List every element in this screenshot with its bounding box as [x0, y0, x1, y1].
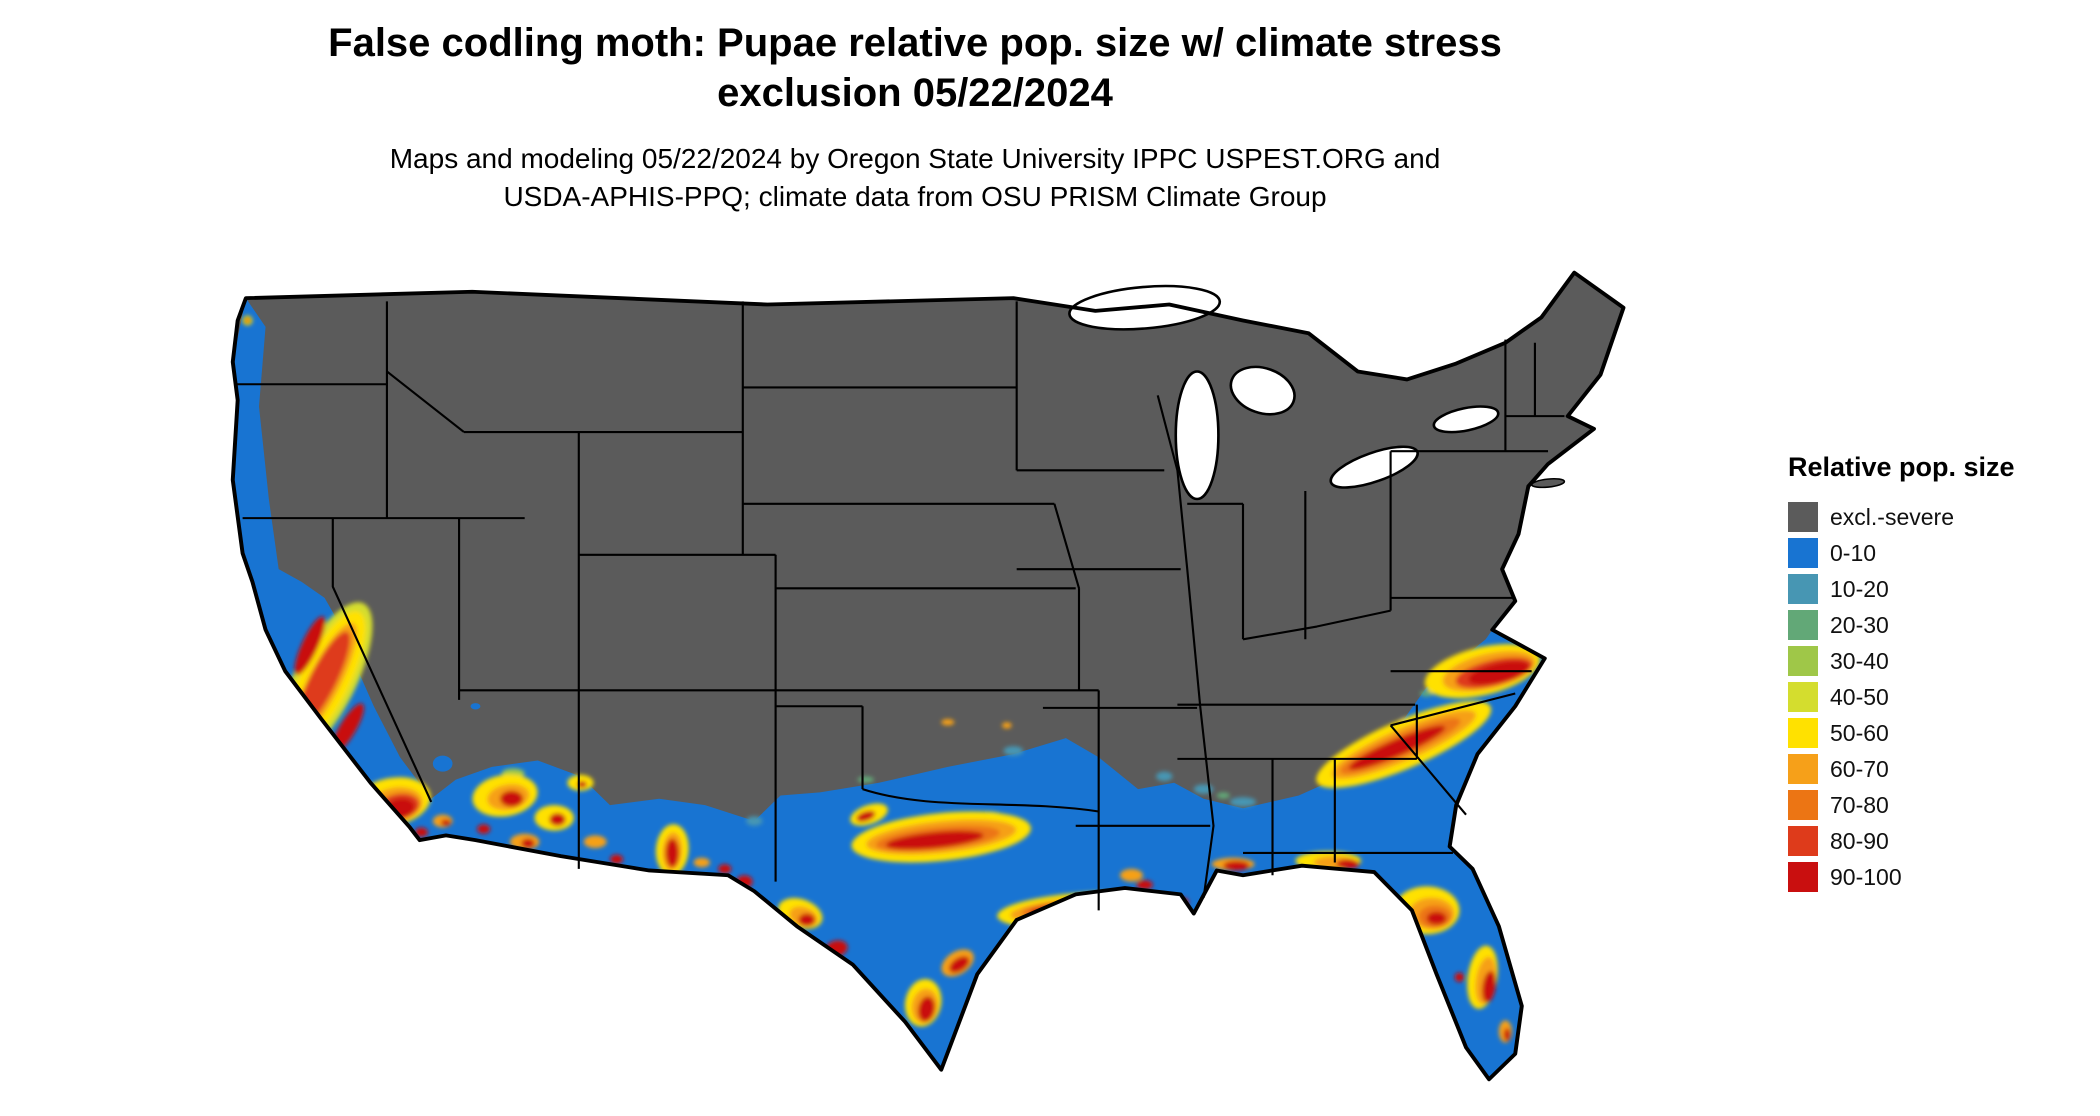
- legend-item: 30-40: [1788, 643, 2088, 679]
- legend-label: 30-40: [1830, 647, 1889, 674]
- legend-label: 40-50: [1830, 683, 1889, 710]
- legend-swatch: [1788, 610, 1818, 640]
- legend-swatch: [1788, 574, 1818, 604]
- legend-label: 60-70: [1830, 755, 1889, 782]
- legend-label: 80-90: [1830, 827, 1889, 854]
- lake-huron: [1229, 365, 1296, 416]
- state-borders: [236, 301, 1565, 911]
- legend: Relative pop. size excl.-severe 0-10 10-…: [1788, 452, 2088, 895]
- legend-swatch: [1788, 862, 1818, 892]
- us-outline: [230, 270, 1626, 1082]
- legend-item: 80-90: [1788, 823, 2088, 859]
- legend-swatch: [1788, 790, 1818, 820]
- legend-item: 0-10: [1788, 535, 2088, 571]
- legend-item: 20-30: [1788, 607, 2088, 643]
- legend-label: 0-10: [1830, 539, 1877, 566]
- page-title-line1: False codling moth: Pupae relative pop. …: [328, 21, 1502, 65]
- legend-label: 50-60: [1830, 719, 1889, 746]
- legend-swatch: [1788, 538, 1818, 568]
- legend-label: 20-30: [1830, 611, 1889, 638]
- map-header: False codling moth: Pupae relative pop. …: [95, 18, 1735, 216]
- legend-swatch: [1788, 682, 1818, 712]
- legend-swatch: [1788, 826, 1818, 856]
- us-map-svg: [230, 270, 1626, 1082]
- legend-swatch: [1788, 502, 1818, 532]
- legend-swatch: [1788, 718, 1818, 748]
- legend-label: excl.-severe: [1830, 503, 1954, 530]
- legend-title: Relative pop. size: [1788, 452, 2015, 482]
- legend-item: 50-60: [1788, 715, 2088, 751]
- legend-item: excl.-severe: [1788, 499, 2088, 535]
- legend-item: 40-50: [1788, 679, 2088, 715]
- legend-label: 90-100: [1830, 863, 1902, 890]
- legend-swatch: [1788, 646, 1818, 676]
- us-landmass: [232, 272, 1624, 1080]
- page-title-line2: exclusion 05/22/2024: [717, 71, 1113, 115]
- legend-item: 70-80: [1788, 787, 2088, 823]
- legend-item: 10-20: [1788, 571, 2088, 607]
- lake-ontario: [1432, 405, 1500, 434]
- legend-label: 70-80: [1830, 791, 1889, 818]
- lake-michigan: [1174, 370, 1220, 501]
- legend-swatch: [1788, 754, 1818, 784]
- page-subtitle-line1: Maps and modeling 05/22/2024 by Oregon S…: [389, 143, 1441, 174]
- legend-item: 60-70: [1788, 751, 2088, 787]
- legend-item: 90-100: [1788, 859, 2088, 895]
- page-subtitle-line2: USDA-APHIS-PPQ; climate data from OSU PR…: [503, 180, 1327, 212]
- map-canvas: [95, 228, 1735, 1108]
- legend-label: 10-20: [1830, 575, 1889, 602]
